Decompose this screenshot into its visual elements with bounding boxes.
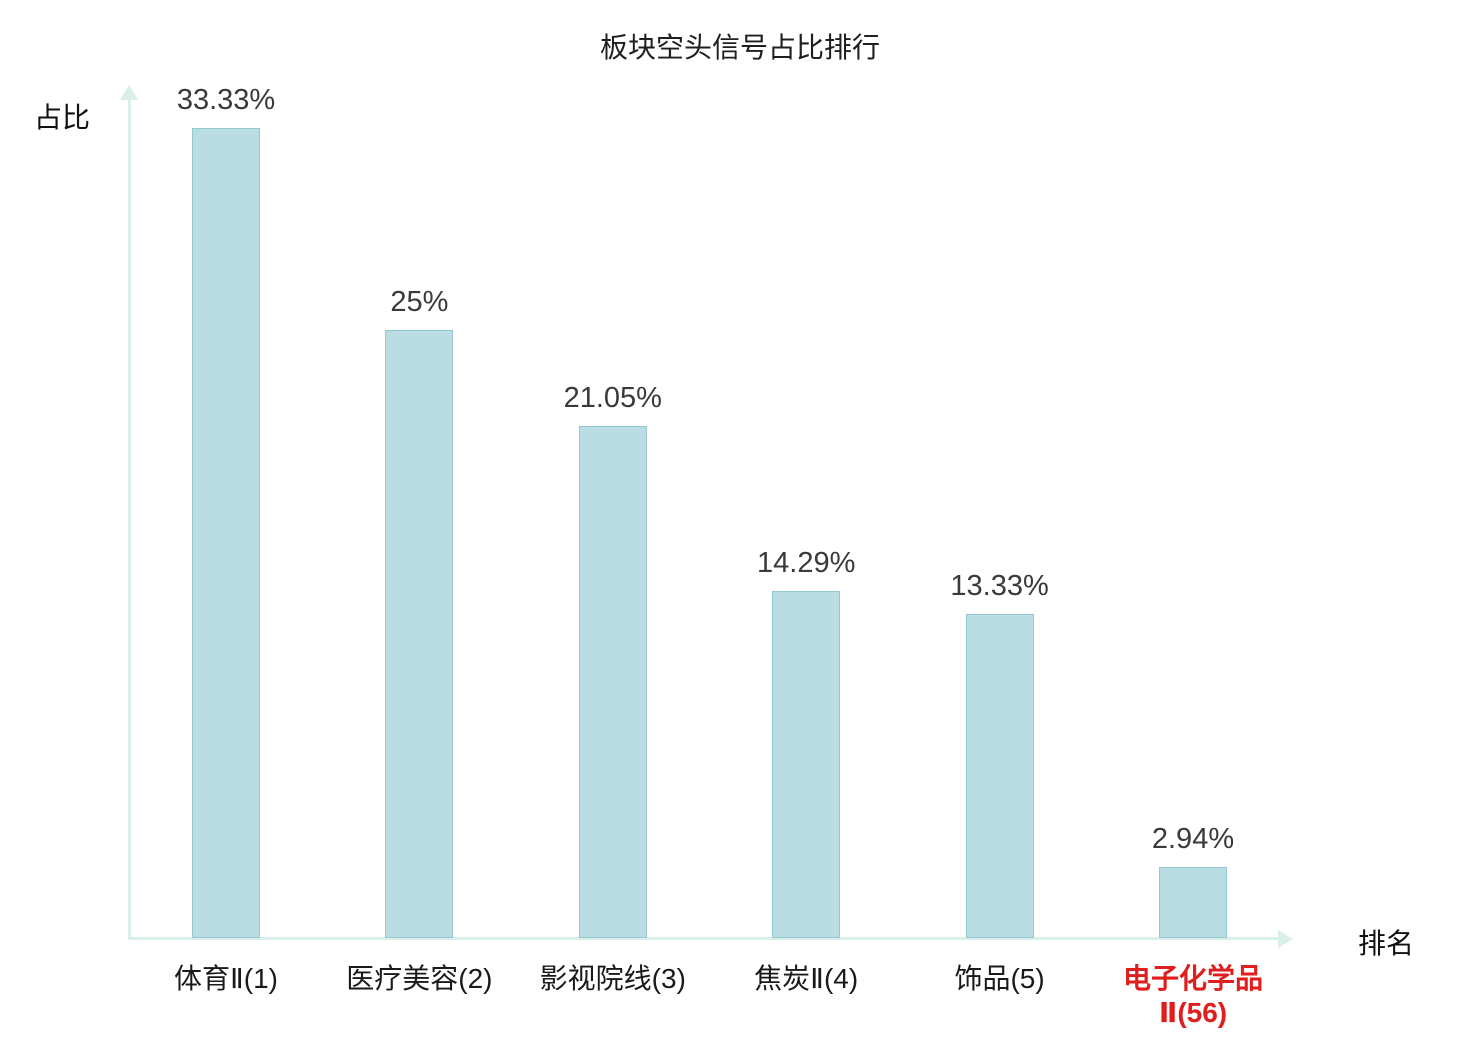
x-axis-label: 排名 [1358,928,1415,959]
x-tick-label: 焦炭Ⅱ(4) [754,963,859,994]
chart-title: 板块空头信号占比排行 [599,32,880,63]
bar [1159,866,1227,938]
bar-value-label: 33.33% [176,84,276,116]
bar [192,128,260,938]
y-axis-line [128,100,131,940]
x-tick-label: 体育Ⅱ(1) [173,963,278,994]
bar [385,330,454,938]
y-axis-arrowhead-icon [120,85,138,100]
x-tick-label: 影视院线(3) [539,963,686,994]
x-axis-arrowhead-icon [1278,930,1293,948]
bar [578,426,647,938]
y-axis-label: 占比 [34,102,91,133]
bar-value-label: 13.33% [950,570,1049,603]
bar [965,614,1034,938]
bar-value-label: 21.05% [563,382,662,415]
bar [772,590,841,938]
x-tick-label: 电子化学品Ⅱ(56) [1122,963,1263,1028]
bar-value-label: 14.29% [757,546,856,579]
x-tick-label: 医疗美容(2) [346,963,493,994]
bar-value-label: 2.94% [1151,822,1235,855]
x-axis-line [128,937,1280,940]
x-tick-label: 饰品(5) [954,963,1045,994]
bar-value-label: 25% [390,286,449,319]
